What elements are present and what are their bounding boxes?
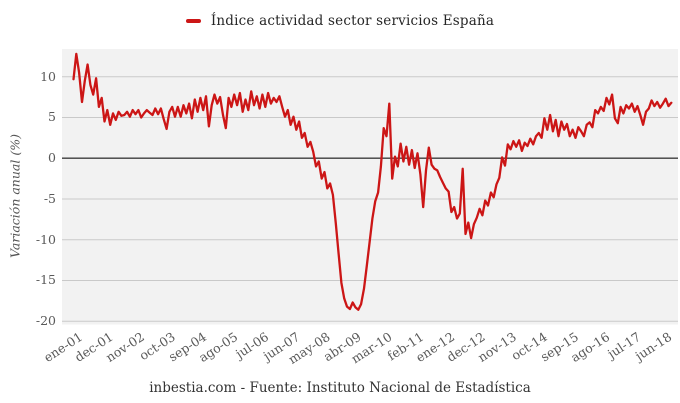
y-tick-label: -15 bbox=[35, 272, 56, 288]
y-tick-label: 5 bbox=[48, 109, 56, 125]
series-line bbox=[72, 52, 673, 311]
legend-label: Índice actividad sector servicios España bbox=[210, 13, 495, 29]
y-tick-label: -10 bbox=[35, 231, 56, 247]
legend: Índice actividad sector servicios España bbox=[0, 13, 680, 29]
source-note: inbestia.com - Fuente: Instituto Naciona… bbox=[149, 380, 531, 396]
y-tick-label: 10 bbox=[40, 68, 56, 84]
y-tick-label: 0 bbox=[48, 150, 56, 166]
y-tick-label: -20 bbox=[35, 313, 56, 329]
legend-line-marker bbox=[185, 18, 201, 24]
y-tick-label: -5 bbox=[43, 190, 56, 206]
plot-background bbox=[62, 49, 678, 325]
